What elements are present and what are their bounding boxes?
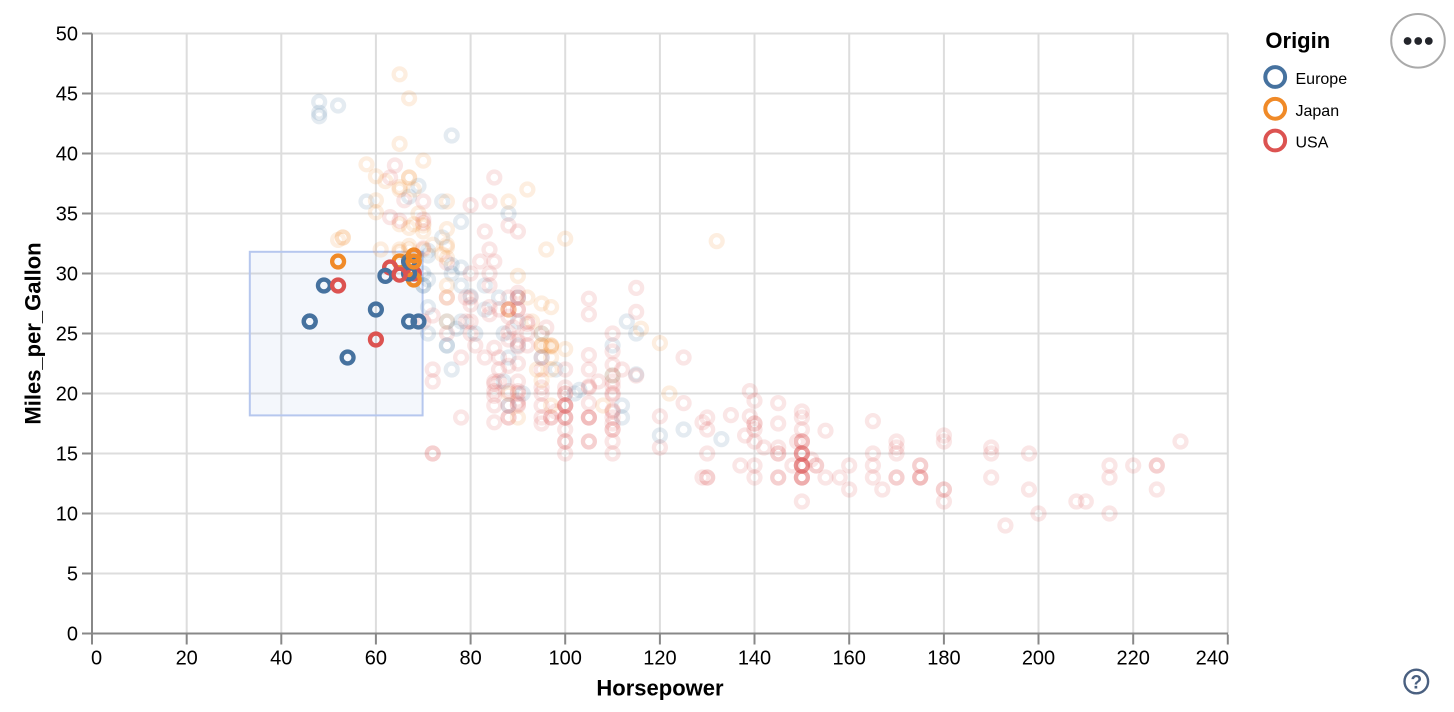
svg-text:80: 80: [459, 648, 481, 670]
svg-text:0: 0: [91, 648, 102, 670]
svg-text:Japan: Japan: [1296, 103, 1340, 120]
svg-text:180: 180: [927, 648, 960, 670]
svg-text:35: 35: [56, 204, 78, 226]
svg-text:Horsepower: Horsepower: [596, 676, 724, 701]
svg-text:50: 50: [56, 24, 78, 46]
svg-text:20: 20: [56, 384, 78, 406]
svg-text:240: 240: [1196, 648, 1229, 670]
svg-text:25: 25: [56, 324, 78, 346]
svg-text:220: 220: [1117, 648, 1150, 670]
svg-text:10: 10: [56, 504, 78, 526]
svg-text:45: 45: [56, 84, 78, 106]
svg-text:Europe: Europe: [1296, 71, 1348, 88]
svg-text:20: 20: [176, 648, 198, 670]
svg-text:15: 15: [56, 444, 78, 466]
svg-text:Origin: Origin: [1265, 28, 1330, 53]
svg-text:?: ?: [1410, 673, 1422, 694]
svg-text:160: 160: [833, 648, 866, 670]
svg-text:200: 200: [1022, 648, 1055, 670]
svg-text:60: 60: [365, 648, 387, 670]
svg-text:Miles_per_Gallon: Miles_per_Gallon: [21, 242, 46, 424]
svg-text:40: 40: [56, 144, 78, 166]
svg-text:100: 100: [549, 648, 582, 670]
svg-text:30: 30: [56, 264, 78, 286]
svg-text:0: 0: [67, 624, 78, 646]
svg-text:120: 120: [643, 648, 676, 670]
svg-text:5: 5: [67, 564, 78, 586]
svg-text:USA: USA: [1296, 135, 1329, 152]
svg-text:40: 40: [270, 648, 292, 670]
svg-text:140: 140: [738, 648, 771, 670]
